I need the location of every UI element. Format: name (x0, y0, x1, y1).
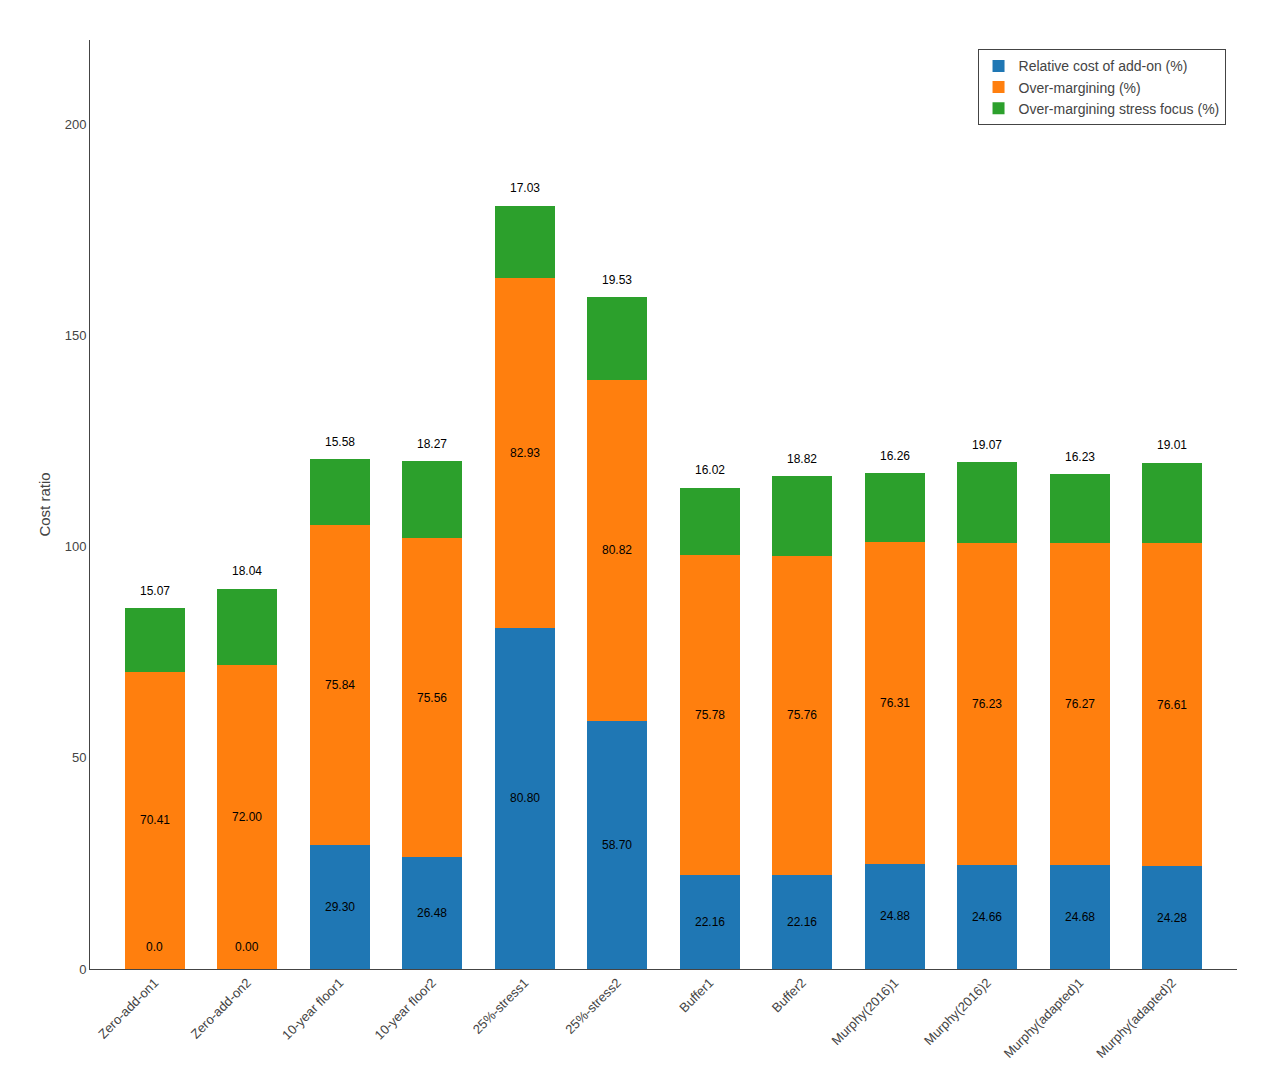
svg-text:29.30: 29.30 (325, 900, 355, 914)
svg-text:16.26: 16.26 (880, 449, 910, 463)
svg-text:16.02: 16.02 (695, 463, 725, 477)
svg-text:50: 50 (72, 750, 86, 765)
svg-text:18.82: 18.82 (787, 452, 817, 466)
svg-text:76.61: 76.61 (1157, 698, 1187, 712)
svg-text:15.07: 15.07 (140, 584, 170, 598)
svg-text:76.27: 76.27 (1065, 697, 1095, 711)
svg-text:82.93: 82.93 (510, 446, 540, 460)
svg-text:58.70: 58.70 (602, 838, 632, 852)
svg-text:18.04: 18.04 (232, 564, 262, 578)
svg-text:76.23: 76.23 (972, 697, 1002, 711)
svg-text:Buffer2: Buffer2 (769, 975, 809, 1015)
svg-text:18.27: 18.27 (417, 437, 447, 451)
svg-text:24.28: 24.28 (1157, 911, 1187, 925)
svg-text:10-year floor2: 10-year floor2 (372, 975, 439, 1042)
svg-text:25%-stress1: 25%-stress1 (470, 975, 532, 1037)
svg-text:76.31: 76.31 (880, 696, 910, 710)
svg-text:70.41: 70.41 (140, 813, 170, 827)
svg-text:72.00: 72.00 (232, 810, 262, 824)
svg-text:Relative cost of add-on (%): Relative cost of add-on (%) (1019, 58, 1188, 74)
svg-text:80.82: 80.82 (602, 543, 632, 557)
svg-text:22.16: 22.16 (695, 915, 725, 929)
svg-text:0.00: 0.00 (235, 940, 259, 954)
svg-text:75.78: 75.78 (695, 708, 725, 722)
svg-text:Zero-add-on2: Zero-add-on2 (188, 975, 254, 1041)
svg-text:19.53: 19.53 (602, 273, 632, 287)
svg-text:Zero-add-on1: Zero-add-on1 (95, 975, 161, 1041)
svg-text:200: 200 (65, 117, 87, 132)
svg-text:Over-margining stress focus (%: Over-margining stress focus (%) (1019, 101, 1220, 117)
svg-text:17.03: 17.03 (510, 181, 540, 195)
svg-text:Cost ratio: Cost ratio (36, 472, 53, 536)
svg-text:19.01: 19.01 (1157, 438, 1187, 452)
svg-text:10-year floor1: 10-year floor1 (279, 975, 346, 1042)
svg-text:16.23: 16.23 (1065, 450, 1095, 464)
svg-text:150: 150 (65, 328, 87, 343)
svg-text:24.68: 24.68 (1065, 910, 1095, 924)
svg-text:Murphy(adapted)2: Murphy(adapted)2 (1093, 975, 1179, 1061)
svg-text:15.58: 15.58 (325, 435, 355, 449)
svg-text:Murphy(adapted)1: Murphy(adapted)1 (1001, 975, 1087, 1061)
svg-text:0.0: 0.0 (146, 940, 163, 954)
svg-text:0: 0 (79, 962, 86, 977)
svg-text:75.84: 75.84 (325, 678, 355, 692)
svg-text:24.66: 24.66 (972, 910, 1002, 924)
svg-text:Murphy(2016)2: Murphy(2016)2 (921, 975, 994, 1048)
svg-text:75.56: 75.56 (417, 691, 447, 705)
svg-text:Buffer1: Buffer1 (676, 975, 716, 1015)
svg-text:100: 100 (65, 539, 87, 554)
svg-text:Over-margining (%): Over-margining (%) (1019, 80, 1141, 96)
svg-text:19.07: 19.07 (972, 438, 1002, 452)
svg-text:26.48: 26.48 (417, 906, 447, 920)
svg-text:25%-stress2: 25%-stress2 (562, 975, 624, 1037)
svg-text:22.16: 22.16 (787, 915, 817, 929)
svg-text:24.88: 24.88 (880, 909, 910, 923)
svg-text:75.76: 75.76 (787, 708, 817, 722)
svg-text:80.80: 80.80 (510, 791, 540, 805)
svg-text:Murphy(2016)1: Murphy(2016)1 (829, 975, 902, 1048)
